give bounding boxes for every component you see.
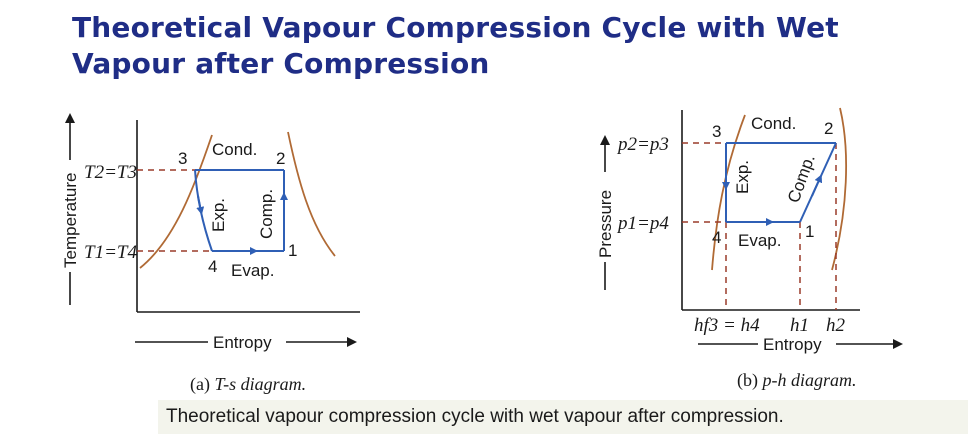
ts-expansion-arrow — [196, 195, 205, 215]
page-title: Theoretical Vapour Compression Cycle wit… — [72, 10, 952, 82]
ph-h2-label: h2 — [826, 315, 846, 336]
ts-saturation-vapour-line — [287, 131, 336, 257]
ph-comp-label: Comp. — [784, 152, 819, 206]
ts-upper-temp-label: T2=T3 — [84, 162, 137, 183]
ts-caption-text: T-s diagram. — [214, 374, 307, 394]
ph-y-axis-label: Pressure — [596, 190, 615, 258]
ph-exp-label: Exp. — [733, 160, 752, 194]
ph-point-1: 1 — [805, 222, 814, 241]
ph-point-2: 2 — [824, 119, 833, 138]
ts-point-2: 2 — [276, 149, 285, 168]
ph-saturation-liquid-line — [711, 114, 746, 271]
ts-point-1: 1 — [288, 241, 297, 260]
ph-point-4: 4 — [712, 228, 721, 247]
title-line-2: Vapour after Compression — [72, 47, 490, 80]
title-line-1: Theoretical Vapour Compression Cycle wit… — [72, 11, 839, 44]
ph-lower-pressure-label: p1=p4 — [616, 213, 669, 234]
ph-point-3: 3 — [712, 122, 721, 141]
ph-caption-prefix: (b) — [737, 370, 758, 390]
ph-diagram: Pressure Entropy p2=p3 p1=p4 3 2 1 4 — [596, 107, 903, 354]
figure-caption: Theoretical vapour compression cycle wit… — [158, 400, 968, 434]
ts-lower-temp-label: T1=T4 — [84, 242, 137, 263]
ph-h4-label: hf3 = h4 — [694, 315, 760, 336]
ph-upper-pressure-label: p2=p3 — [616, 134, 669, 155]
ts-saturation-liquid-line — [139, 134, 213, 269]
ts-exp-label: Exp. — [209, 198, 228, 232]
ts-comp-label: Comp. — [257, 189, 276, 239]
ts-y-axis-label: Temperature — [61, 173, 80, 268]
ph-x-axis-label: Entropy — [763, 335, 822, 354]
ts-diagram: Temperature Entropy T2=T3 T1=T4 3 2 1 4 … — [61, 113, 360, 352]
ts-x-axis-label: Entropy — [213, 333, 272, 352]
ph-caption: (b) p-h diagram. — [737, 370, 857, 391]
ts-point-4: 4 — [208, 257, 217, 276]
ph-cond-label: Cond. — [751, 114, 796, 133]
ph-saturation-vapour-line — [831, 107, 847, 271]
ts-point-3: 3 — [178, 149, 187, 168]
ts-caption: (a) T-s diagram. — [190, 374, 306, 395]
ph-caption-text: p-h diagram. — [762, 370, 857, 390]
ts-caption-prefix: (a) — [190, 374, 210, 394]
ts-evap-label: Evap. — [231, 261, 274, 280]
ph-evap-label: Evap. — [738, 231, 781, 250]
ts-cond-label: Cond. — [212, 140, 257, 159]
ph-h1-label: h1 — [790, 315, 809, 336]
ph-compression-arrow — [811, 174, 823, 197]
